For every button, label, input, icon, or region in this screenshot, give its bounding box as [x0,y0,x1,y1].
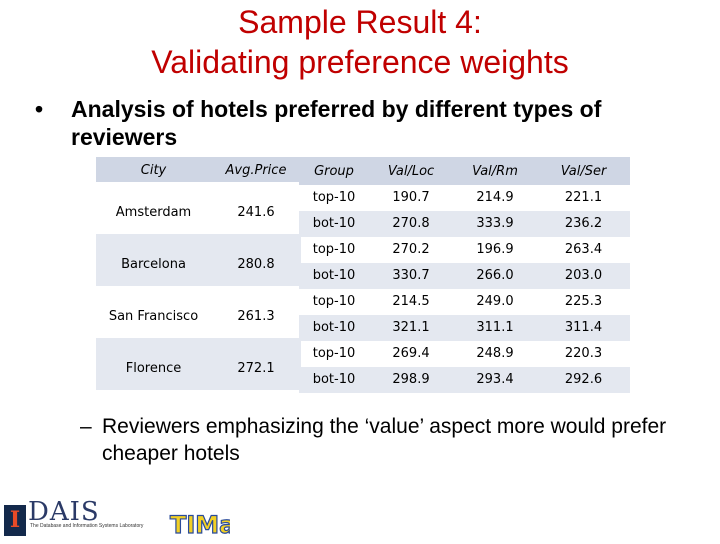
val-rm-cell: 196.9 [476,242,514,257]
header-avg-price: Avg.Price [225,163,287,178]
sub-bullet-marker: – [80,415,92,438]
table-row: bot-10 298.9 293.4 292.6 [299,367,630,393]
val-loc-cell: 321.1 [392,320,430,335]
val-rm-cell: 248.9 [476,346,514,361]
table-row: bot-10 321.1 311.1 311.4 [299,315,630,341]
dais-logo-text: DAIS [28,497,100,527]
group-cell: top-10 [312,346,356,361]
city-cell: San Francisco [108,309,199,324]
table-row: San Francisco 261.3 [96,286,301,338]
avg-price-cell: 272.1 [237,361,275,376]
title-line-2: Validating preference weights [151,44,569,80]
val-ser-cell: 236.2 [564,216,603,231]
group-cell: bot-10 [312,320,356,335]
val-rm-cell: 249.0 [476,294,514,309]
table-row: top-10 270.2 196.9 263.4 [299,237,630,263]
header-val-rm: Val/Rm [472,164,518,179]
city-cell: Florence [125,361,182,376]
val-ser-cell: 203.0 [564,268,603,283]
val-loc-cell: 270.8 [392,216,430,231]
val-loc-cell: 270.2 [392,242,430,257]
header-val-loc: Val/Loc [387,164,435,179]
slide-title: Sample Result 4: Validating preference w… [0,2,720,82]
val-loc-cell: 298.9 [392,372,430,387]
group-values-table-header: Group Val/Loc Val/Rm Val/Ser [299,157,630,185]
table-row: top-10 214.5 249.0 225.3 [299,289,630,315]
val-rm-cell: 214.9 [476,190,514,205]
group-cell: top-10 [312,190,356,205]
group-cell: bot-10 [312,372,356,387]
val-loc-cell: 330.7 [392,268,430,283]
timan-logo-text: TIMan [170,511,230,539]
val-ser-cell: 220.3 [564,346,603,361]
dais-logo: DAIS The Database and Information System… [28,497,166,537]
table-row: top-10 269.4 248.9 220.3 [299,341,630,367]
val-ser-cell: 311.4 [564,320,603,335]
val-loc-cell: 269.4 [392,346,430,361]
group-cell: bot-10 [312,216,356,231]
timan-logo-graphic: TIMan [169,510,253,539]
val-rm-cell: 293.4 [476,372,514,387]
table-row: top-10 190.7 214.9 221.1 [299,185,630,211]
val-rm-cell: 311.1 [476,320,514,335]
city-cell: Barcelona [121,257,186,272]
city-price-table-header: City Avg.Price [96,157,301,182]
table-row: bot-10 330.7 266.0 203.0 [299,263,630,289]
group-values-table: Group Val/Loc Val/Rm Val/Ser top-10 190.… [299,157,630,397]
val-loc-cell: 190.7 [392,190,430,205]
val-ser-cell: 292.6 [564,372,603,387]
group-cell: top-10 [312,294,356,309]
val-ser-cell: 225.3 [564,294,603,309]
city-cell: Amsterdam [115,205,192,220]
sub-bullet-text: Reviewers emphasizing the ‘value’ aspect… [102,415,667,465]
val-ser-cell: 263.4 [564,242,603,257]
group-cell: top-10 [312,242,356,257]
timan-logo: TIMan [168,503,253,539]
table-row: bot-10 270.8 333.9 236.2 [299,211,630,237]
group-cell: bot-10 [312,268,356,283]
avg-price-cell: 241.6 [237,205,275,220]
title-line-1: Sample Result 4: [238,4,482,40]
val-loc-cell: 214.5 [392,294,430,309]
dais-logo-caption: The Database and Information Systems Lab… [30,523,144,529]
val-rm-cell: 266.0 [476,268,514,283]
table-row: Amsterdam 241.6 [96,182,301,234]
val-rm-cell: 333.9 [476,216,514,231]
bullet-text: Analysis of hotels preferred by differen… [71,96,602,150]
illinois-logo: I [4,505,26,536]
table-row: Barcelona 280.8 [96,234,301,286]
table-row: Florence 272.1 [96,338,301,390]
header-city: City [140,163,167,178]
avg-price-cell: 261.3 [237,309,275,324]
header-group: Group [314,164,354,179]
city-price-table: City Avg.Price Amsterdam 241.6 Barcelona… [96,157,301,390]
avg-price-cell: 280.8 [237,257,275,272]
header-val-ser: Val/Ser [560,164,607,179]
bullet-marker: • [35,96,44,122]
val-ser-cell: 221.1 [564,190,603,205]
